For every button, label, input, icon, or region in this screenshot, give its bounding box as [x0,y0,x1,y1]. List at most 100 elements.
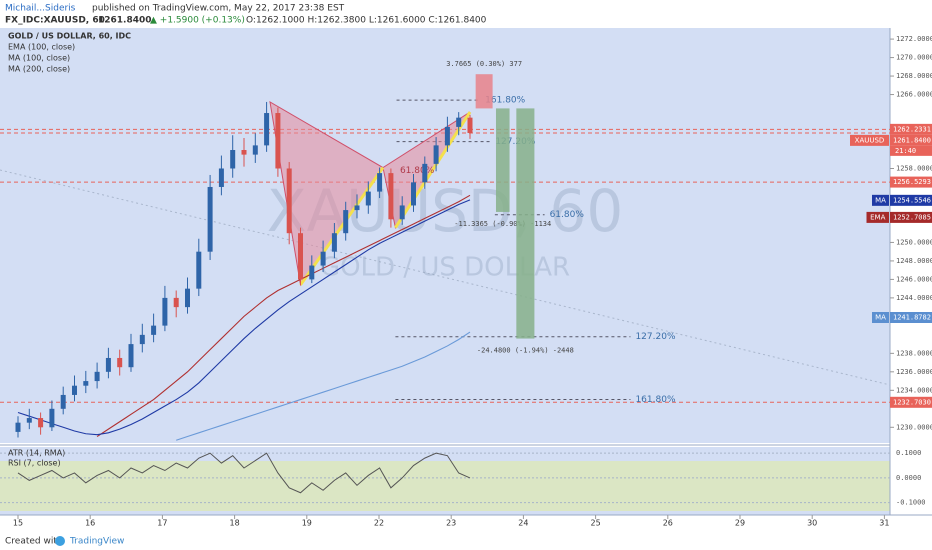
price-tag-name-label: MA [875,196,886,204]
candle-body [331,233,337,252]
position-box [516,108,535,339]
price-tag-label: 1241.8782 [893,313,931,321]
legend-item: EMA (100, close) [8,43,75,52]
change: ▲ +1.5900 (+0.13%) [150,16,245,26]
author: Michail...Sideris [5,4,76,14]
price-axis [890,28,932,530]
y-tick-label: 1246.0000 [896,275,932,283]
x-tick-label: 26 [663,519,673,528]
candle-body [72,385,77,395]
pattern-label: 61.80% [400,166,435,176]
y-tick-label: 1244.0000 [896,294,932,302]
candle-body [433,145,439,164]
position-label: -24.4800 (-1.94%) -2448 [477,347,574,355]
pattern-leg [299,166,385,286]
price-tag-name [850,134,889,146]
price-tag [890,134,932,146]
candle-body [105,357,111,372]
ohlc: O:1262.1000 H:1262.3800 L:1261.6000 C:12… [246,16,487,26]
price-tag [890,123,932,135]
pattern-leg [394,111,472,229]
candle-body [286,168,292,234]
x-tick-label: 24 [518,519,528,528]
osc-tick-label: -0.1000 [896,499,926,507]
y-tick-label: 1266.0000 [896,91,932,99]
candle-body [365,191,371,206]
ma-line [176,331,471,441]
y-tick-label: 1230.0000 [896,423,932,431]
candle-body [264,113,270,146]
candle-body [241,150,247,155]
price-tag-name [872,311,889,323]
candle-body [207,186,213,252]
candle-body [49,408,55,428]
footer-created: Created with [5,537,63,547]
price-tag-label: 1254.5546 [893,196,931,204]
candle-body [139,334,145,345]
main-pane [0,28,890,443]
candle-body [15,422,21,432]
candle-body [377,173,383,192]
price-tag-label: 1252.7085 [893,213,931,221]
price-tag [890,194,932,206]
candle-body [298,233,303,280]
published: published on TradingView.com, May 22, 20… [92,4,345,14]
legend-item: GOLD / US DOLLAR, 60, IDC [8,32,131,41]
candle-body [196,251,202,289]
candle-body [218,168,224,187]
candle-body [411,182,416,206]
price-tag-name [872,194,889,206]
candle-body [399,205,405,220]
candle-body [185,288,190,308]
x-tick-label: 18 [230,519,240,528]
x-tick-label: 31 [879,519,889,528]
price-tag-label: 1262.2331 [893,125,931,133]
y-tick-label: 1270.0000 [896,54,932,62]
price-tag-name-label: MA [875,313,886,321]
y-tick-label: 1258.0000 [896,164,932,172]
ma-line [96,194,471,437]
candle-body [275,113,281,169]
osc-line [17,452,471,494]
candle-body [38,418,44,428]
fib-label: 161.80% [485,96,525,106]
candle-body [422,163,428,183]
x-tick-label: 16 [85,519,95,528]
y-tick-label: 1234.0000 [896,386,932,394]
price-tag-time: 21:40 [895,147,916,155]
candle-body [309,265,315,280]
candle-body [252,145,258,155]
osc-tick-label: 0.0000 [896,474,921,482]
candle-body [151,325,157,335]
x-tick-label: 30 [807,519,817,528]
candle-body [83,381,89,386]
price-tag-name-label: XAUUSD [855,136,885,144]
candle-body [354,205,360,211]
position-box [475,74,493,109]
position-label: 3.7665 (0.30%) 377 [446,60,522,68]
osc-tick-label: 0.1000 [896,449,921,457]
last-price: 1261.8400 [98,16,152,26]
y-tick-label: 1268.0000 [896,72,932,80]
price-tag [890,311,932,323]
x-tick-label: 23 [446,519,456,528]
legend-item: MA (100, close) [8,54,70,63]
symbol: FX_IDC:XAUUSD, 60 [5,16,105,26]
candle-body [128,344,134,368]
price-tag-name-label: EMA [870,213,885,221]
y-tick-label: 1238.0000 [896,349,932,357]
osc-legend: ATR (14, RMA) [8,449,65,458]
y-tick-label: 1248.0000 [896,257,932,265]
candle-body [162,297,168,326]
price-tag [890,211,932,223]
fib-label: 127.20% [635,332,675,342]
price-tag-label: 1232.7030 [893,398,931,406]
candle-body [456,117,462,127]
x-tick-label: 29 [735,519,745,528]
candle-body [117,357,123,368]
x-tick-label: 19 [302,519,312,528]
price-tag-sub [890,145,932,156]
fib-label: 61.80% [550,210,585,220]
